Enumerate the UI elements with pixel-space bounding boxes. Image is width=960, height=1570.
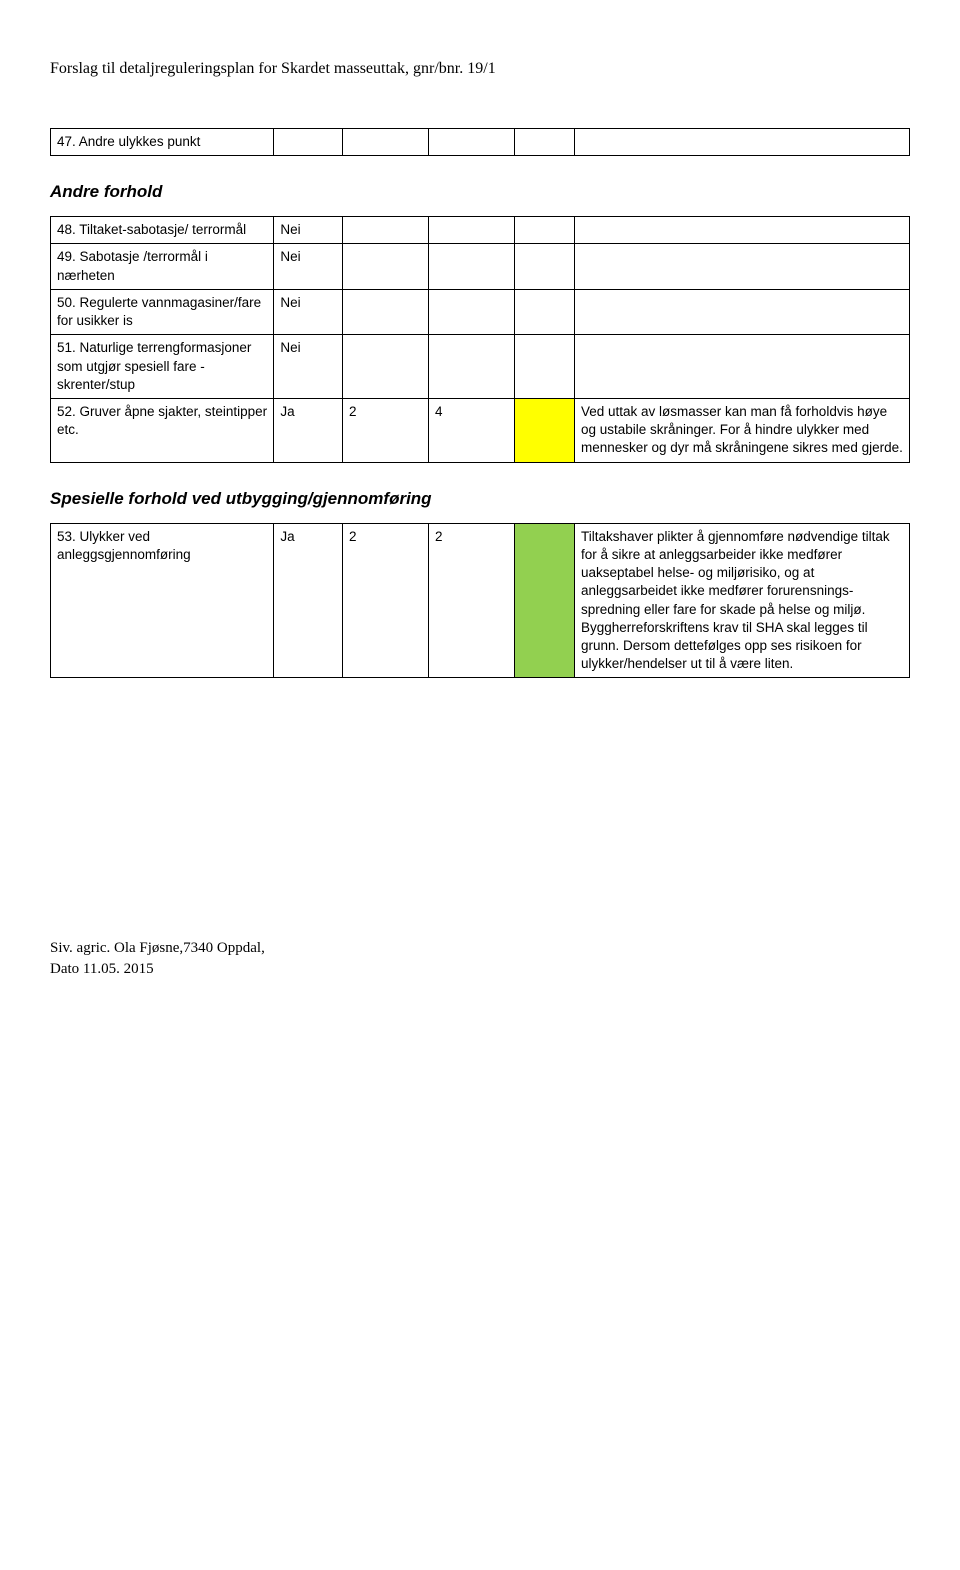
table-row: 50. Regulerte vannmagasiner/fare for usi… [51, 289, 910, 334]
cell-color [514, 129, 574, 156]
table-spesielle: 53. Ulykker ved anleggsgjennomføring Ja … [50, 523, 910, 679]
cell-n1: 2 [343, 523, 429, 678]
cell-note [574, 217, 909, 244]
cell-note: Ved uttak av løsmasser kan man få forhol… [574, 398, 909, 462]
table-row: 53. Ulykker ved anleggsgjennomføring Ja … [51, 523, 910, 678]
cell-n1 [343, 129, 429, 156]
table-row: 51. Naturlige terrengformasjoner som utg… [51, 335, 910, 399]
cell-ans: Nei [274, 217, 343, 244]
cell-note [574, 335, 909, 399]
cell-desc: 52. Gruver åpne sjakter, steintipper etc… [51, 398, 274, 462]
cell-ans: Ja [274, 523, 343, 678]
cell-note [574, 244, 909, 289]
cell-n2 [428, 289, 514, 334]
cell-n1 [343, 217, 429, 244]
footer-date: Dato 11.05. 2015 [50, 959, 910, 980]
cell-desc: 51. Naturlige terrengformasjoner som utg… [51, 335, 274, 399]
cell-color [514, 217, 574, 244]
cell-n1 [343, 289, 429, 334]
cell-desc: 53. Ulykker ved anleggsgjennomføring [51, 523, 274, 678]
table-row: 47. Andre ulykkes punkt [51, 129, 910, 156]
table-row: 52. Gruver åpne sjakter, steintipper etc… [51, 398, 910, 462]
cell-color [514, 244, 574, 289]
cell-color-green [514, 523, 574, 678]
cell-color [514, 289, 574, 334]
footer-author: Siv. agric. Ola Fjøsne,7340 Oppdal, [50, 938, 910, 959]
section-title-andre-forhold: Andre forhold [50, 182, 910, 202]
cell-desc: 49. Sabotasje /terrormål i nærheten [51, 244, 274, 289]
table-row: 48. Tiltaket-sabotasje/ terrormål Nei [51, 217, 910, 244]
cell-color-yellow [514, 398, 574, 462]
cell-ans: Nei [274, 335, 343, 399]
cell-n2: 4 [428, 398, 514, 462]
table-row-47: 47. Andre ulykkes punkt [50, 128, 910, 156]
section-title-spesielle: Spesielle forhold ved utbygging/gjennomf… [50, 489, 910, 509]
cell-n2: 2 [428, 523, 514, 678]
page-header: Forslag til detaljreguleringsplan for Sk… [50, 60, 910, 78]
cell-note [574, 129, 909, 156]
cell-ans: Ja [274, 398, 343, 462]
table-row: 49. Sabotasje /terrormål i nærheten Nei [51, 244, 910, 289]
cell-desc: 47. Andre ulykkes punkt [51, 129, 274, 156]
cell-ans: Nei [274, 289, 343, 334]
page-footer: Siv. agric. Ola Fjøsne,7340 Oppdal, Dato… [50, 938, 910, 980]
cell-desc: 50. Regulerte vannmagasiner/fare for usi… [51, 289, 274, 334]
cell-ans [274, 129, 343, 156]
cell-n2 [428, 217, 514, 244]
cell-note [574, 289, 909, 334]
cell-n1: 2 [343, 398, 429, 462]
cell-note: Tiltakshaver plikter å gjennomføre nødve… [574, 523, 909, 678]
cell-n2 [428, 129, 514, 156]
table-andre-forhold: 48. Tiltaket-sabotasje/ terrormål Nei 49… [50, 216, 910, 462]
cell-n2 [428, 335, 514, 399]
cell-n1 [343, 244, 429, 289]
cell-color [514, 335, 574, 399]
cell-n2 [428, 244, 514, 289]
cell-desc: 48. Tiltaket-sabotasje/ terrormål [51, 217, 274, 244]
cell-ans: Nei [274, 244, 343, 289]
cell-n1 [343, 335, 429, 399]
